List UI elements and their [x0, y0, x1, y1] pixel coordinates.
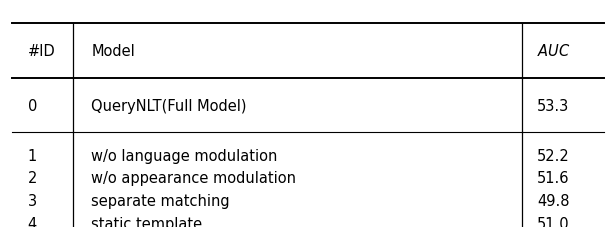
Text: 51.6: 51.6 [537, 171, 570, 186]
Text: separate matching: separate matching [91, 193, 230, 208]
Text: $\mathit{AUC}$: $\mathit{AUC}$ [537, 43, 571, 59]
Text: #ID: #ID [28, 44, 55, 59]
Text: 1: 1 [28, 148, 37, 163]
Text: 0: 0 [28, 98, 37, 113]
Text: 2: 2 [28, 171, 37, 186]
Text: Model: Model [91, 44, 135, 59]
Text: 4: 4 [28, 216, 37, 227]
Text: 51.0: 51.0 [537, 216, 570, 227]
Text: w/o language modulation: w/o language modulation [91, 148, 278, 163]
Text: 53.3: 53.3 [537, 98, 569, 113]
Text: static template: static template [91, 216, 202, 227]
Text: 52.2: 52.2 [537, 148, 570, 163]
Text: 49.8: 49.8 [537, 193, 570, 208]
Text: w/o appearance modulation: w/o appearance modulation [91, 171, 296, 186]
Text: QueryNLT(Full Model): QueryNLT(Full Model) [91, 98, 246, 113]
Text: 3: 3 [28, 193, 37, 208]
